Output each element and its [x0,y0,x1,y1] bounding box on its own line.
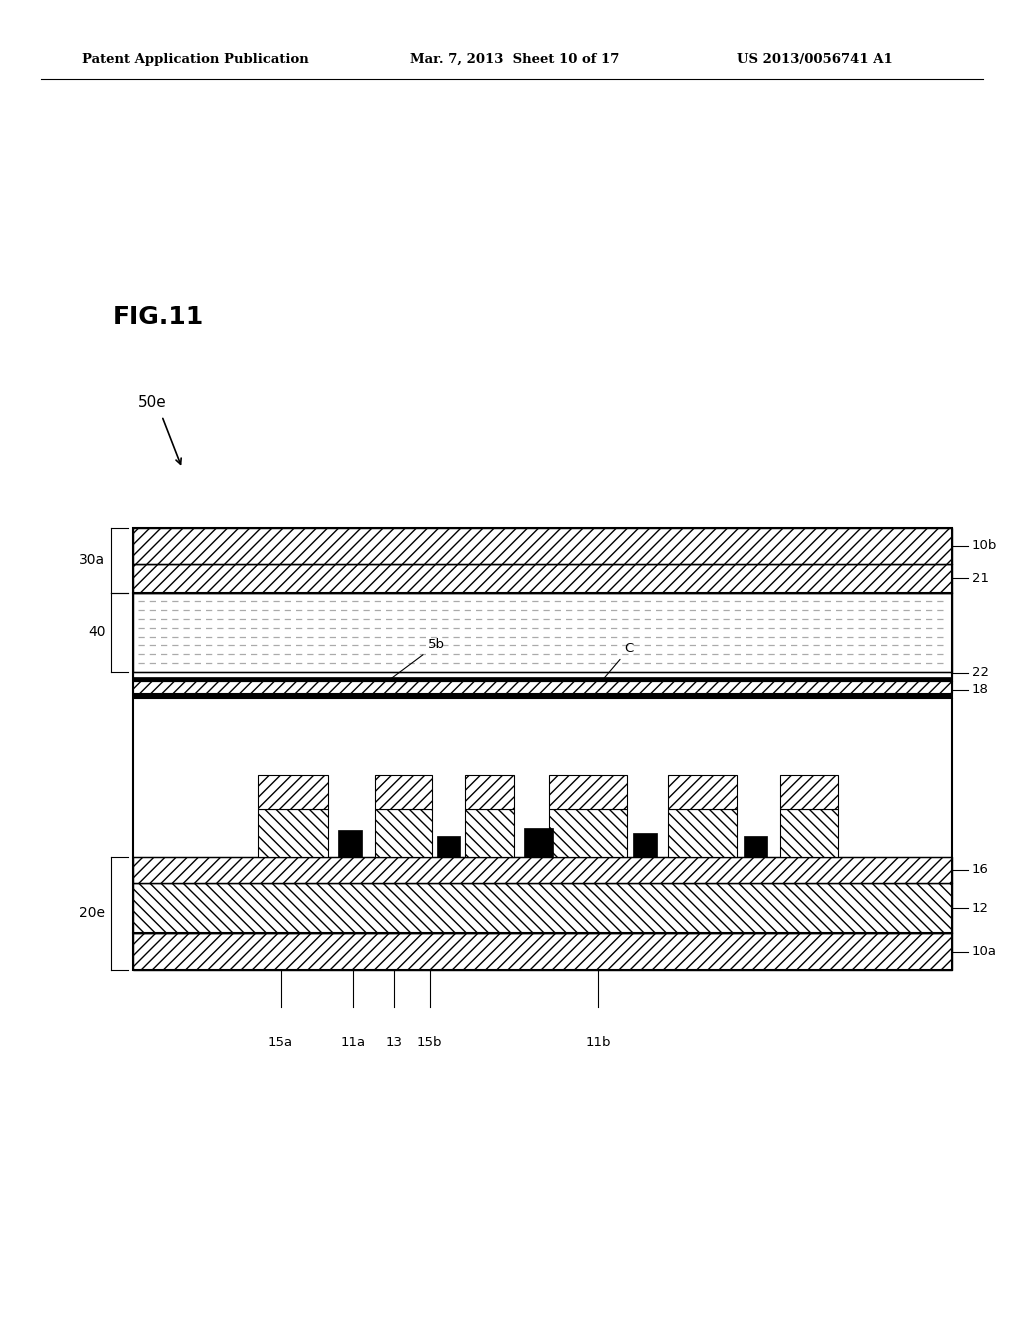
Text: 5b: 5b [382,638,445,685]
Bar [375,809,432,857]
Text: US 2013/0056741 A1: US 2013/0056741 A1 [737,53,893,66]
Bar [133,692,952,698]
Bar [133,857,952,883]
Bar [338,830,362,857]
Text: 15a: 15a [268,1036,293,1049]
Text: 11b: 11b [586,1036,611,1049]
Bar [668,809,737,857]
Bar [133,677,952,681]
Text: 11a: 11a [340,1036,366,1049]
Bar [133,528,952,970]
Bar [133,672,952,681]
Text: Mar. 7, 2013  Sheet 10 of 17: Mar. 7, 2013 Sheet 10 of 17 [410,53,618,66]
Bar [258,775,328,809]
Text: 21: 21 [972,572,989,585]
Bar [133,933,952,970]
Text: FIG.11: FIG.11 [113,305,204,329]
Bar [465,809,514,857]
Text: 15b: 15b [417,1036,442,1049]
Text: 20e: 20e [80,907,105,920]
Text: 22: 22 [972,667,989,678]
Text: 40: 40 [88,626,105,639]
Text: 30a: 30a [79,553,105,568]
Bar [633,833,657,857]
Text: 10b: 10b [972,540,997,552]
Bar [744,836,767,857]
Text: C: C [599,642,634,685]
Bar [258,809,328,857]
Bar [437,836,460,857]
Bar [549,775,627,809]
Bar [133,593,952,672]
Bar [133,564,952,593]
Text: 13: 13 [385,1036,402,1049]
Bar [465,775,514,809]
Text: 10a: 10a [972,945,996,958]
Text: 18: 18 [972,684,988,696]
Bar [780,809,838,857]
Text: Patent Application Publication: Patent Application Publication [82,53,308,66]
Bar [375,775,432,809]
Bar [780,775,838,809]
Bar [133,681,952,693]
Bar [133,528,952,564]
Text: 50e: 50e [138,395,167,411]
Text: 12: 12 [972,902,989,915]
Bar [549,809,627,857]
Bar [524,828,553,857]
Text: 16: 16 [972,863,988,876]
Bar [133,883,952,933]
Bar [668,775,737,809]
